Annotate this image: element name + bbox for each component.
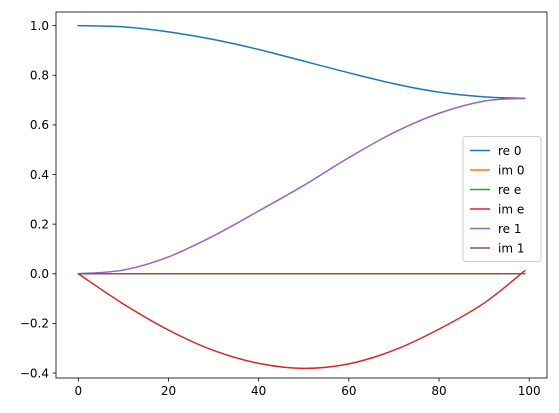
series-line-re-1 <box>77 97 526 275</box>
legend-label: re 1 <box>498 222 522 236</box>
y-tick-label: 0.6 <box>30 118 49 132</box>
x-tick-label: 0 <box>74 384 82 398</box>
x-tick-label: 40 <box>251 384 266 398</box>
legend-box <box>462 136 542 262</box>
y-tick-label: 1.0 <box>30 19 49 33</box>
x-tick-label: 100 <box>518 384 541 398</box>
legend-label: im 1 <box>498 241 524 255</box>
legend-label: re 0 <box>498 144 522 158</box>
y-tick-label: 0.2 <box>30 217 49 231</box>
x-tick-label: 60 <box>341 384 356 398</box>
y-tick-label: 0.0 <box>30 267 49 281</box>
x-tick-label: 80 <box>431 384 446 398</box>
legend-label: im 0 <box>498 163 524 177</box>
legend-label: im e <box>498 202 524 216</box>
series-line-re-0 <box>77 24 526 100</box>
y-tick-label: −0.4 <box>20 366 49 380</box>
y-tick-label: −0.2 <box>20 317 49 331</box>
legend: re 0 im 0 re e im e re 1 im 1 <box>462 136 542 262</box>
y-tick-label: 0.4 <box>30 168 49 182</box>
legend-label: re e <box>498 183 521 197</box>
axes-frame <box>55 11 548 379</box>
x-tick-label: 20 <box>161 384 176 398</box>
axes: 0 20 40 60 80 100 −0.4 −0.2 0.0 0.2 0.4 0.6 0.8 1.0 <box>20 11 548 398</box>
y-tick-label: 0.8 <box>30 69 49 83</box>
series-line-im-e <box>77 269 526 370</box>
